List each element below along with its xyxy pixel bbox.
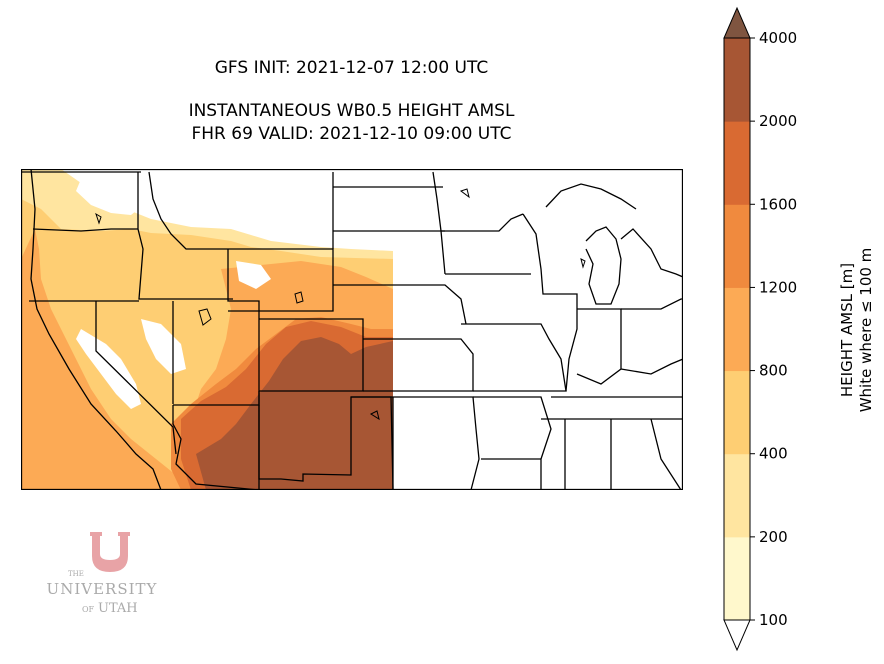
colorbar-segment (724, 536, 750, 621)
map-panel (21, 169, 683, 490)
colorbar-tick-label: 200 (759, 528, 788, 546)
colorbar-tick-label: 4000 (759, 29, 797, 47)
colorbar-segment (724, 287, 750, 372)
field-title: INSTANTANEOUS WB0.5 HEIGHT AMSL (188, 101, 515, 121)
colorbar-outline (723, 37, 751, 621)
colorbar-tick-label: 400 (759, 445, 788, 463)
colorbar-tick-label: 2000 (759, 112, 797, 130)
colorbar-segment (724, 121, 750, 205)
shade-800 (21, 229, 211, 490)
block-u-icon (90, 532, 130, 572)
height-shading (21, 169, 393, 490)
colorbar-segment (724, 204, 750, 288)
colorbar-min-extension (723, 619, 751, 652)
university-of-utah-logo: THE UNIVERSITY OF UTAH (47, 532, 158, 616)
colorbar-max-extension (723, 6, 751, 39)
lakes (95, 188, 586, 421)
colorbar-tick-label: 100 (759, 611, 788, 629)
colorbar-segment (724, 38, 750, 122)
colorbar-tick-label: 1600 (759, 195, 797, 213)
logo-the: THE (68, 570, 84, 578)
colorbar-ticks: 100 200 400 800 1200 1600 2000 4000 (750, 29, 797, 629)
shade-white-wa (76, 179, 141, 215)
logo-of: OF (82, 605, 95, 614)
init-time-title: GFS INIT: 2021-12-07 12:00 UTC (214, 58, 489, 78)
valid-time-title: FHR 69 VALID: 2021-12-10 09:00 UTC (191, 124, 512, 144)
colorbar-body (723, 6, 751, 652)
shade-2000 (196, 337, 393, 490)
shade-white-wy (236, 261, 271, 289)
colorbar-label-line1: HEIGHT AMSL [m] (838, 263, 856, 397)
colorbar: 100 200 400 800 1200 1600 2000 4000 HEIGHT AMSL… (723, 6, 875, 652)
logo-university: UNIVERSITY (47, 580, 158, 598)
colorbar-tick-label: 1200 (759, 278, 797, 296)
shade-white-ca (76, 329, 141, 409)
logo-utah: UTAH (98, 601, 138, 616)
shade-white-gb (141, 319, 186, 374)
state-borders (21, 169, 683, 490)
colorbar-segment (724, 453, 750, 538)
map-frame (21, 169, 683, 490)
colorbar-segment (724, 370, 750, 455)
colorbar-label-line2: White where ≤ 100 m (857, 248, 875, 413)
colorbar-tick-label: 800 (759, 362, 788, 380)
